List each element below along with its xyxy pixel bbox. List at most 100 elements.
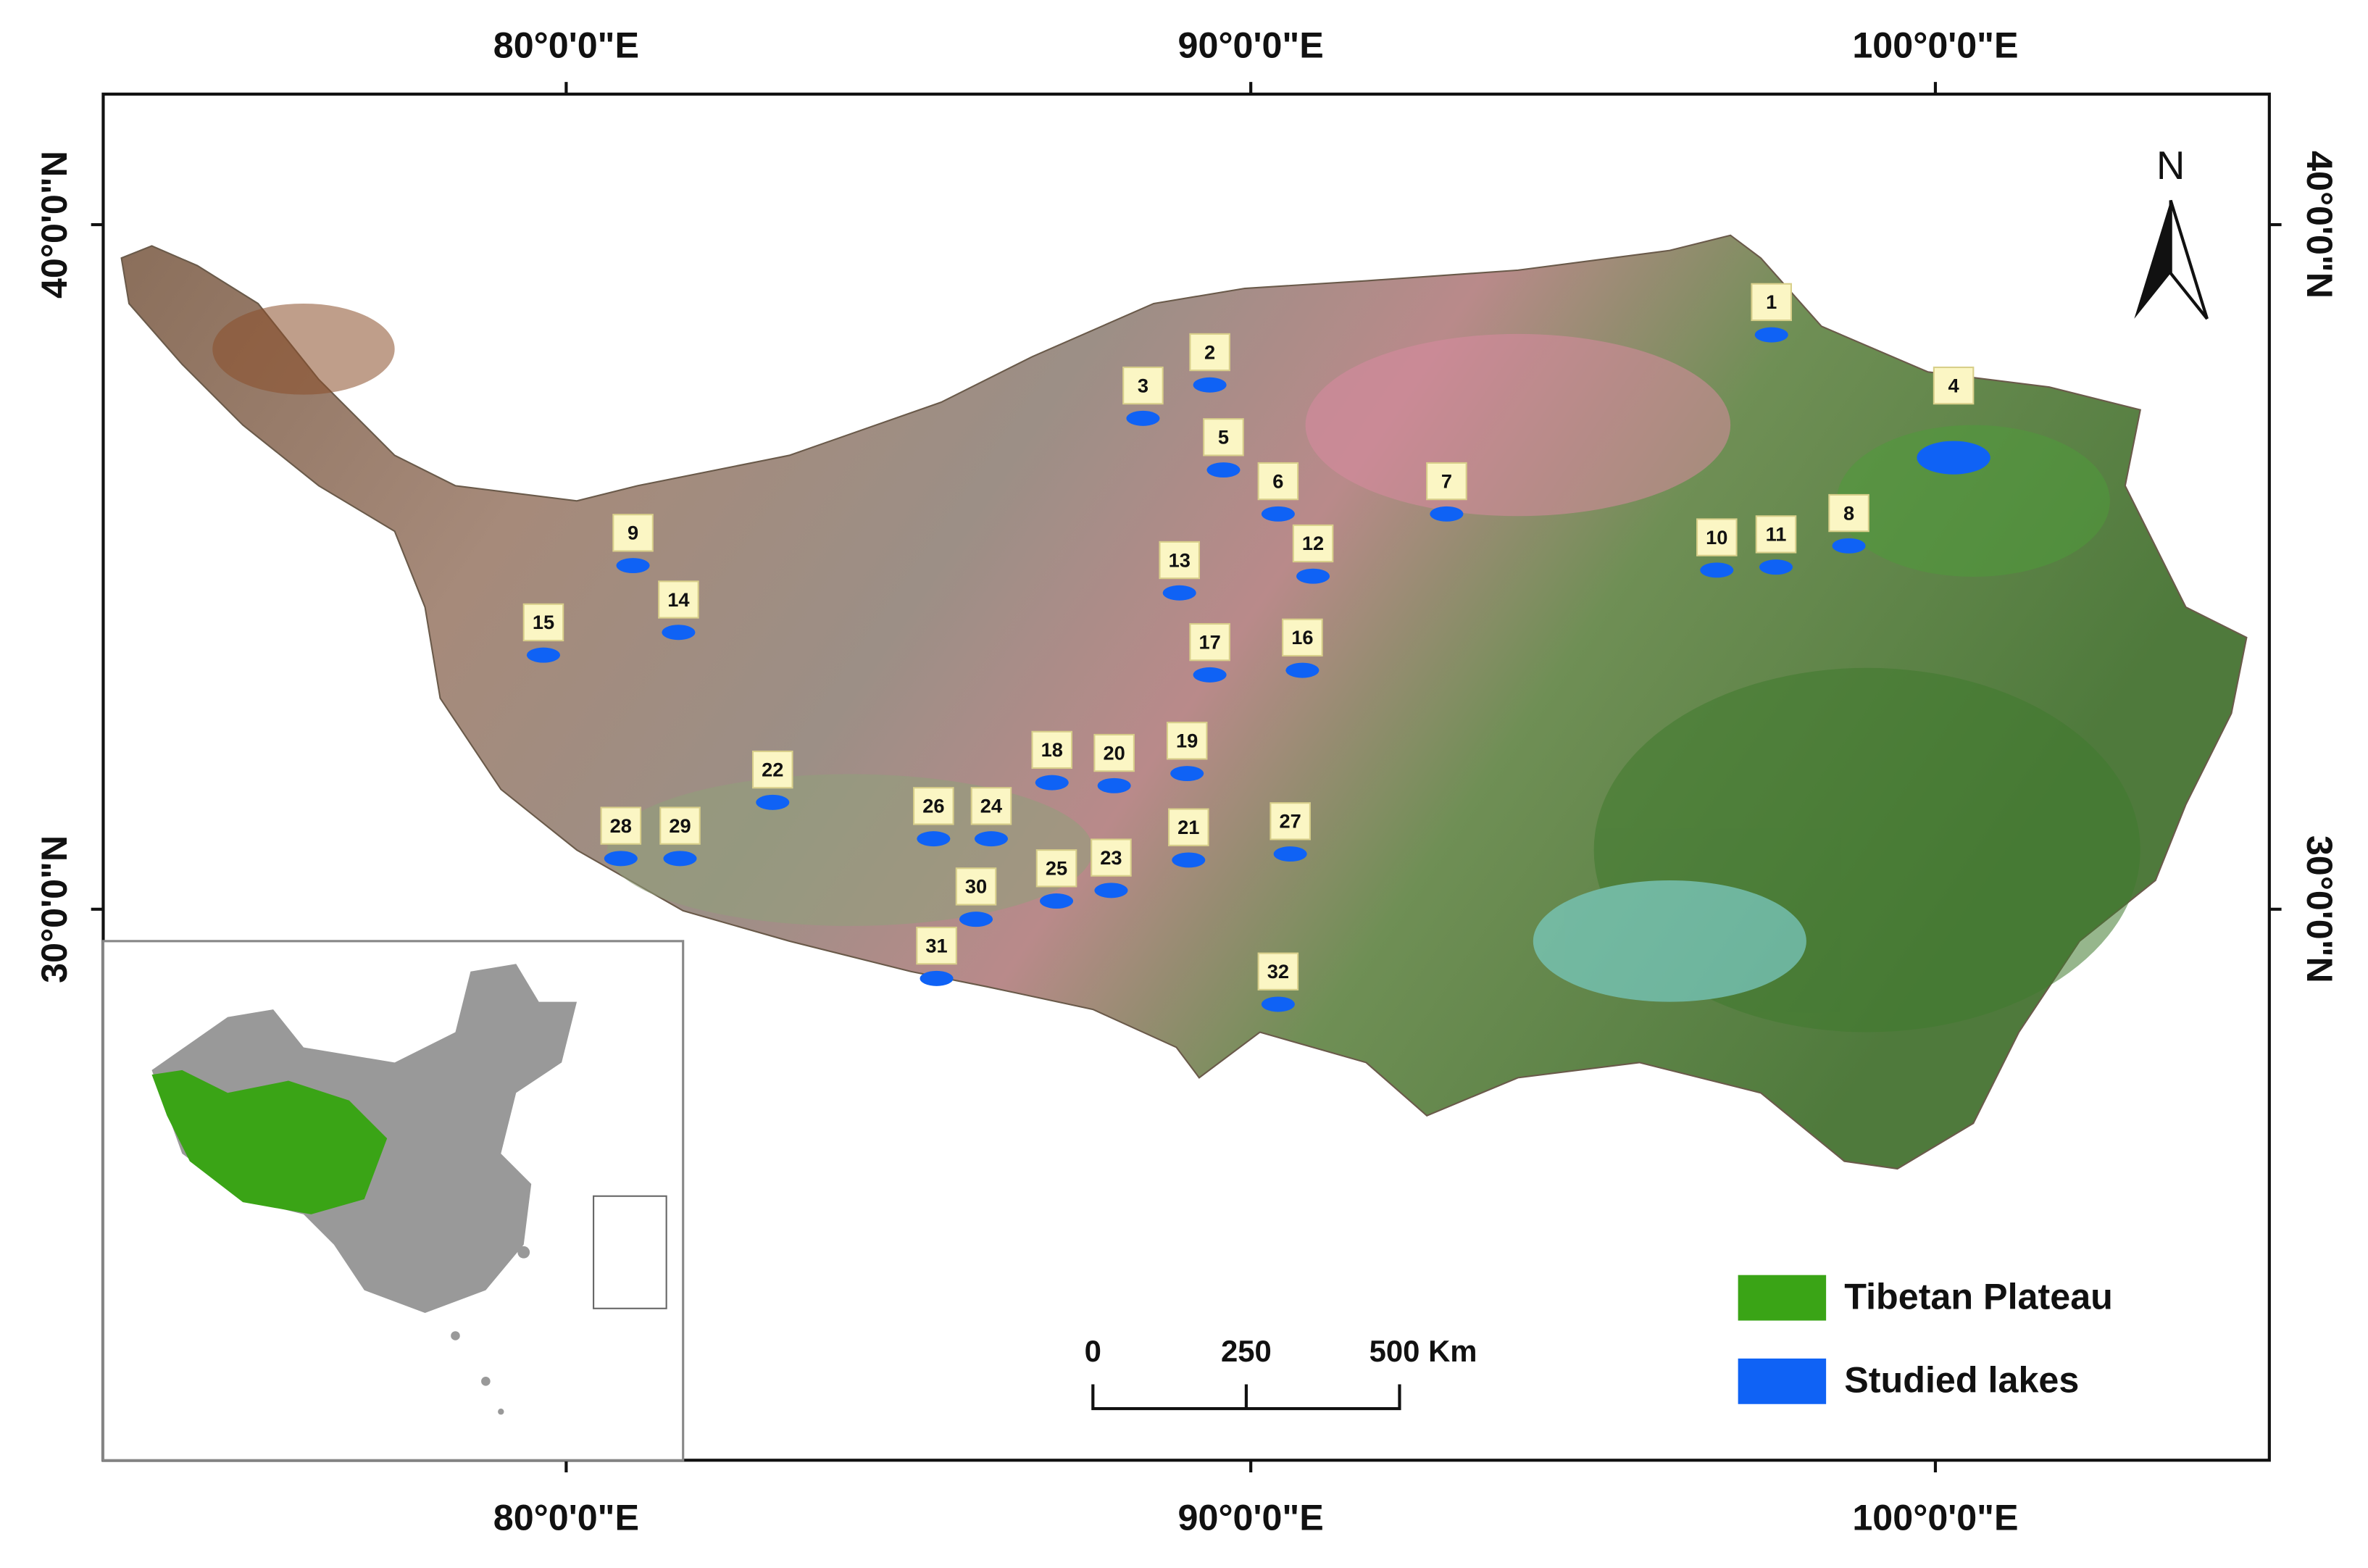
lon-label: 100°0'0"E <box>1852 25 2018 66</box>
lat-label: 30°0'0"N <box>2299 835 2340 983</box>
legend-label: Studied lakes <box>1844 1359 2079 1401</box>
legend: Tibetan Plateau Studied lakes <box>1738 1275 2113 1404</box>
lake <box>974 831 1008 847</box>
inset-map <box>101 940 685 1461</box>
lake <box>1170 766 1204 782</box>
lake <box>1273 846 1307 862</box>
lake-label: 16 <box>1291 626 1313 649</box>
lake-label-box <box>1091 838 1132 877</box>
scale-bar: 0 250 500 Km <box>1085 1334 1477 1411</box>
lake-label-box <box>1696 518 1738 556</box>
lake-label: 25 <box>1046 857 1067 880</box>
north-label: N <box>2156 143 2185 188</box>
lake-label: 9 <box>628 522 638 544</box>
lake-label-box <box>1166 722 1208 760</box>
lake-label: 7 <box>1441 470 1452 492</box>
lake-label: 2 <box>1204 341 1215 363</box>
lake <box>1193 667 1227 683</box>
lake <box>1285 662 1320 678</box>
lake-label-box <box>913 787 954 825</box>
lake-label-box <box>1031 730 1073 770</box>
lake-label-box <box>916 926 957 965</box>
lake-label: 1 <box>1766 291 1777 313</box>
lon-label: 80°0'0"E <box>493 1497 639 1538</box>
lake <box>1261 996 1295 1012</box>
lake-label-box <box>1189 333 1230 372</box>
lon-label: 100°0'0"E <box>1852 1497 2018 1538</box>
lake-label: 13 <box>1169 549 1191 571</box>
lake-label: 6 <box>1272 470 1283 492</box>
lon-label: 80°0'0"E <box>493 25 639 66</box>
lake <box>1296 568 1330 584</box>
lake-label: 20 <box>1103 741 1125 764</box>
lat-label: 40°0'0"N <box>2299 151 2340 299</box>
lake-label-box <box>1426 462 1467 501</box>
lake-label-box <box>659 806 701 845</box>
lake-label-box <box>1257 952 1299 991</box>
lake-label: 28 <box>610 814 632 837</box>
lake-label: 26 <box>922 795 944 817</box>
lake <box>1097 777 1131 793</box>
legend-label: Tibetan Plateau <box>1844 1275 2113 1317</box>
lake-label-box <box>1257 462 1299 501</box>
legend-swatch <box>1738 1275 1827 1321</box>
lake-label: 23 <box>1100 846 1122 869</box>
lake-label: 19 <box>1176 730 1198 752</box>
lake-label: 18 <box>1041 738 1063 761</box>
lake <box>1193 377 1227 393</box>
lake-label: 3 <box>1138 374 1148 396</box>
graticule-ticks <box>91 82 2282 1473</box>
legend-swatch <box>1738 1358 1827 1404</box>
lake-label-box <box>1122 366 1164 405</box>
lake-label-box <box>1933 366 1975 405</box>
lake-label-box <box>1270 802 1311 841</box>
lake-label: 32 <box>1267 960 1289 983</box>
lake-label-box <box>1159 541 1200 580</box>
lon-label: 90°0'0"E <box>1178 25 1324 66</box>
lake <box>1162 585 1196 601</box>
lake-label-box <box>522 603 564 642</box>
lake-label: 22 <box>762 758 783 780</box>
lake-label: 10 <box>1706 526 1727 549</box>
lake <box>756 794 790 810</box>
lake <box>604 851 638 867</box>
lake-label-box <box>1828 493 1869 533</box>
lake-label: 15 <box>533 611 554 633</box>
lake <box>1700 562 1734 578</box>
lon-label: 90°0'0"E <box>1178 1497 1324 1538</box>
scale-label: 250 <box>1221 1334 1272 1368</box>
lake <box>1430 506 1464 522</box>
lake <box>1172 852 1206 868</box>
scale-label: 500 Km <box>1369 1334 1477 1368</box>
lake-label-box <box>1292 524 1334 563</box>
lake-label: 11 <box>1766 523 1787 546</box>
lake-label: 21 <box>1177 816 1199 838</box>
lake <box>1039 893 1074 909</box>
lake <box>1035 775 1069 791</box>
lake-label-box <box>1751 283 1792 322</box>
lake-label-box <box>600 806 642 845</box>
lake-label: 27 <box>1280 810 1301 833</box>
lake <box>616 558 650 574</box>
lake-label: 17 <box>1198 630 1220 653</box>
lake-label-box <box>1282 618 1323 657</box>
lake-label-box <box>752 750 793 789</box>
lake-label-box <box>1203 418 1244 456</box>
lake <box>1261 506 1295 522</box>
lake-label-box <box>1189 622 1230 662</box>
lake <box>663 851 697 867</box>
lat-label: 40°0'0"N <box>33 151 75 299</box>
lake-label: 30 <box>965 875 987 898</box>
lake-label-box <box>1755 515 1797 554</box>
lake <box>1094 883 1128 898</box>
lake <box>1759 559 1793 575</box>
lake-label-box <box>1168 808 1209 846</box>
lake <box>959 912 993 927</box>
lake-label: 29 <box>669 814 691 837</box>
lake-label: 12 <box>1302 532 1324 554</box>
lake <box>1754 327 1788 343</box>
lat-label: 30°0'0"N <box>33 835 75 983</box>
